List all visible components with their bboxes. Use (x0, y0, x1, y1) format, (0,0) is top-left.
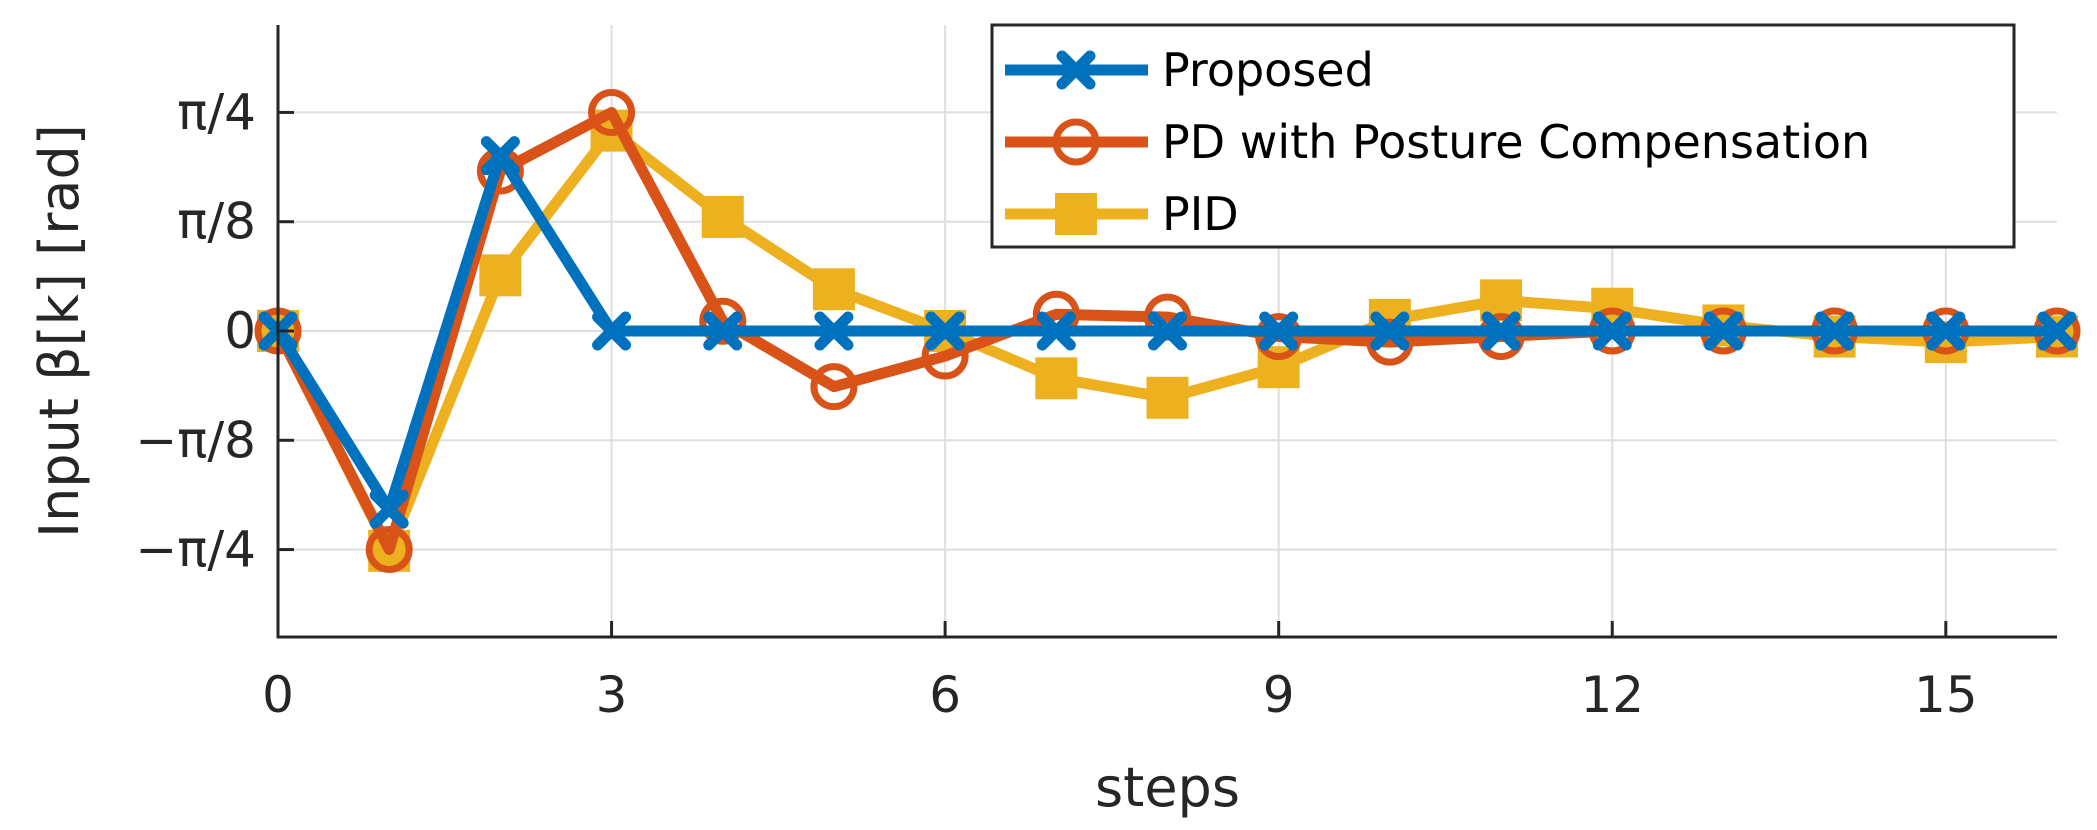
legend-item: PID (1005, 187, 1239, 241)
data-point (810, 363, 858, 411)
y-tick-label: −π/8 (135, 411, 256, 469)
legend-swatch-marker (1056, 50, 1096, 90)
data-point (1146, 376, 1189, 419)
data-point (1259, 311, 1299, 351)
legend-item: PD with Posture Compensation (1005, 115, 1870, 169)
y-tick-label: π/4 (177, 83, 256, 141)
data-point (1592, 311, 1632, 351)
data-point (812, 268, 855, 311)
y-axis-title: Input β[k] [rad] (28, 124, 91, 538)
y-tick-label: π/8 (177, 193, 256, 251)
x-tick-label: 9 (1263, 666, 1295, 724)
data-point (1703, 311, 1743, 351)
data-point (1035, 357, 1078, 400)
plot-area (254, 89, 2081, 573)
data-point (925, 311, 965, 351)
data-point (1366, 318, 1414, 366)
legend-swatch-marker (1055, 193, 1097, 235)
data-point (1255, 313, 1303, 361)
tick-labels: 0 3 6 9 12 15 −π/4 −π/8 0 π/8 π/4 (135, 83, 1977, 724)
y-tick-label: −π/4 (135, 521, 256, 579)
data-point (592, 311, 632, 351)
legend-item: Proposed (1005, 43, 1374, 97)
x-axis-title: steps (1095, 756, 1240, 819)
x-tick-label: 15 (1914, 666, 1978, 724)
axes (276, 25, 2057, 639)
legend-box (990, 23, 2016, 249)
data-point (1926, 311, 1966, 351)
legend-label: Proposed (1162, 43, 1374, 97)
data-point (699, 297, 747, 345)
data-point (480, 136, 520, 176)
data-point (1148, 311, 1187, 351)
y-tick-label: 0 (224, 302, 256, 360)
legend-label: PD with Posture Compensation (1162, 115, 1870, 169)
data-point (701, 195, 744, 238)
data-point (2037, 311, 2077, 351)
data-point (479, 254, 522, 297)
data-point (1036, 311, 1076, 351)
data-point (1815, 311, 1855, 351)
x-tick-label: 0 (262, 666, 294, 724)
data-point (1370, 311, 1410, 351)
data-point (365, 525, 413, 573)
x-tick-label: 6 (929, 666, 961, 724)
series-proposed (258, 136, 2077, 529)
legend: Proposed PD with Posture Compensation PID (990, 23, 2016, 249)
data-point (588, 89, 636, 137)
legend-swatch-marker (1052, 118, 1100, 166)
data-point (703, 311, 743, 351)
legend-label: PID (1162, 187, 1239, 241)
data-point (1481, 311, 1521, 351)
data-point (1477, 313, 1525, 361)
data-point (369, 489, 409, 529)
data-point (814, 311, 854, 351)
x-tick-label: 12 (1580, 666, 1644, 724)
x-tick-label: 3 (596, 666, 628, 724)
